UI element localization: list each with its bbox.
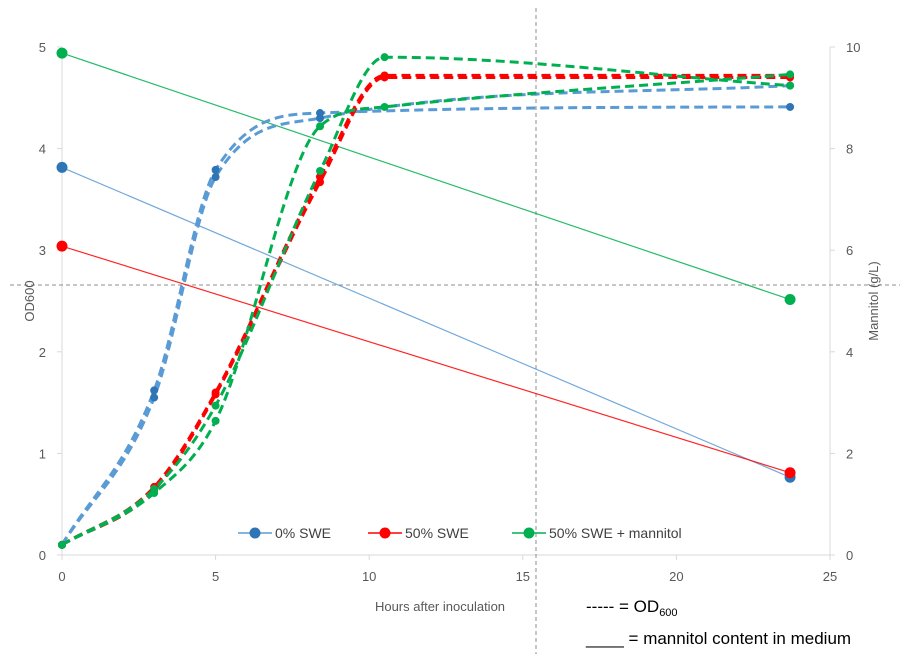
x-tick-label: 5 — [212, 569, 219, 584]
data-markers — [56, 47, 796, 549]
od600-point-series-1 — [211, 390, 220, 399]
x-tick-label: 0 — [58, 569, 65, 584]
mannitol-line-series-0 — [61, 166, 791, 478]
od600-curve-series-0-rep-1 — [60, 84, 791, 546]
y-right-tick-label: 4 — [846, 345, 853, 360]
y-left-tick-label: 3 — [39, 243, 46, 258]
x-tick-label: 25 — [823, 569, 837, 584]
x-tick-label: 20 — [669, 569, 683, 584]
od600-line-note-label: ----- = OD — [586, 597, 659, 616]
od600-curve-series-2-rep-0 — [61, 55, 791, 547]
od600-point-series-0 — [150, 386, 159, 395]
od600-point-series-2 — [380, 53, 389, 62]
legend-marker-series-2 — [523, 527, 535, 539]
mannitol-line-note: ____ = mannitol content in medium — [585, 629, 851, 648]
od600-curve-series-1-rep-0 — [61, 73, 791, 547]
legend-label-series-2: 50% SWE + mannitol — [549, 525, 682, 541]
od600-point-series-2 — [786, 70, 795, 79]
mannitol-point-series-0 — [56, 161, 68, 173]
mannitol-point-series-1 — [56, 240, 68, 252]
legend-marker-series-1 — [379, 527, 391, 539]
y-left-tick-label: 5 — [39, 40, 46, 55]
y-right-tick-label: 8 — [846, 142, 853, 157]
y-axis-right-title: Mannitol (g/L) — [866, 261, 881, 340]
x-tick-label: 10 — [362, 569, 376, 584]
y-axis-left-title: OD600 — [22, 280, 37, 321]
axes: 0 5 10 15 20 25 0 1 2 3 4 5 0 2 4 6 8 10 — [39, 40, 861, 584]
y-right-tick-label: 2 — [846, 446, 853, 461]
od600-point-series-2 — [380, 102, 389, 111]
od600-point-series-2 — [316, 166, 325, 175]
od600-point-series-2 — [316, 122, 325, 131]
od600-curve-series-0-rep-0 — [60, 105, 791, 546]
y-left-tick-label: 2 — [39, 345, 46, 360]
od600-line-note: ----- = OD600 — [586, 597, 678, 619]
od600-point-series-0 — [211, 173, 220, 182]
od600-point-series-0 — [150, 393, 159, 402]
y-left-tick-label: 0 — [39, 548, 46, 563]
mannitol-line-series-1 — [61, 245, 791, 474]
legend-label-series-1: 50% SWE — [405, 525, 469, 541]
od600-point-series-2 — [150, 489, 159, 498]
y-left-tick-label: 1 — [39, 446, 46, 461]
od600-curve-series-2-rep-1 — [61, 72, 791, 547]
od600-point-series-0 — [316, 114, 325, 123]
od600-point-series-0 — [211, 165, 220, 174]
od600-point-series-1 — [316, 178, 325, 187]
od600-line-note-subscript: 600 — [659, 607, 677, 619]
od600-point-series-2 — [58, 540, 66, 549]
legend-marker-series-0 — [249, 527, 261, 539]
mannitol-point-series-2 — [56, 47, 68, 59]
mannitol-lines — [61, 52, 791, 478]
reference-lines — [10, 8, 900, 654]
y-right-tick-label: 10 — [846, 40, 860, 55]
od600-point-series-2 — [211, 416, 220, 425]
x-tick-label: 15 — [516, 569, 530, 584]
od600-curve-series-1-rep-1 — [61, 75, 791, 547]
mannitol-point-series-2 — [784, 293, 796, 305]
od600-curves — [60, 55, 791, 547]
legend: 0% SWE 50% SWE 50% SWE + mannitol — [238, 525, 682, 541]
od600-point-series-2 — [211, 401, 220, 410]
y-left-tick-label: 4 — [39, 142, 46, 157]
x-axis-title: Hours after inoculation — [375, 599, 505, 614]
mannitol-point-series-1 — [784, 467, 796, 479]
y-right-tick-label: 0 — [846, 548, 853, 563]
y-right-tick-label: 6 — [846, 243, 853, 258]
legend-label-series-0: 0% SWE — [275, 525, 331, 541]
mannitol-line-series-2 — [61, 52, 791, 301]
od600-point-series-2 — [786, 81, 795, 90]
od600-point-series-1 — [380, 73, 389, 82]
od600-point-series-0 — [786, 102, 795, 111]
